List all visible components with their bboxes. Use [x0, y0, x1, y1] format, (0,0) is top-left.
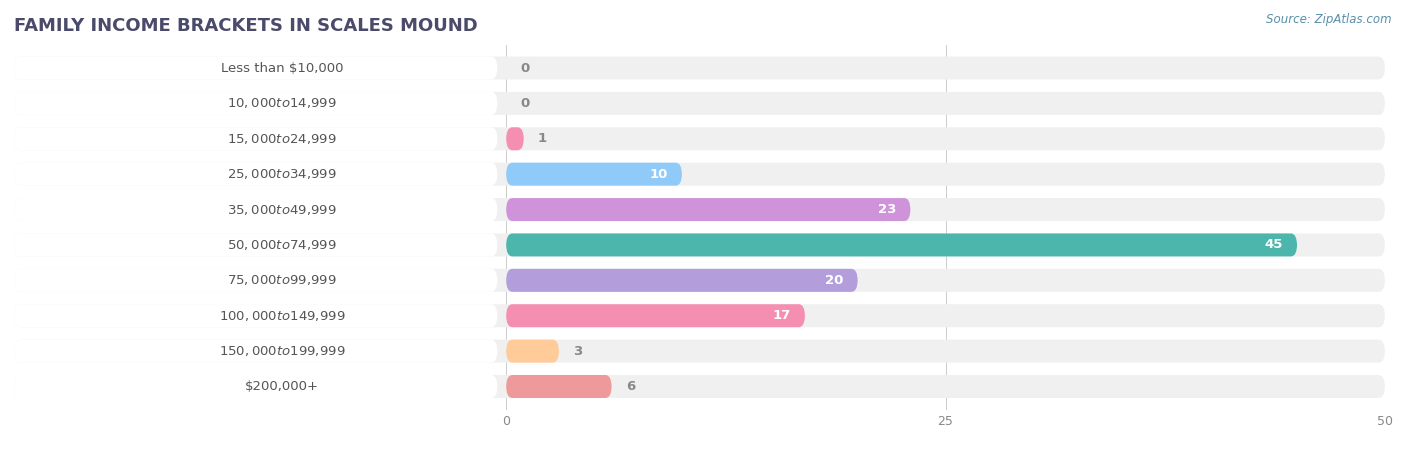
Text: $50,000 to $74,999: $50,000 to $74,999: [228, 238, 337, 252]
Text: $25,000 to $34,999: $25,000 to $34,999: [228, 167, 337, 181]
FancyBboxPatch shape: [14, 57, 498, 80]
FancyBboxPatch shape: [14, 375, 498, 398]
FancyBboxPatch shape: [14, 127, 1385, 150]
FancyBboxPatch shape: [14, 127, 498, 150]
FancyBboxPatch shape: [14, 162, 498, 186]
FancyBboxPatch shape: [506, 198, 911, 221]
Text: 0: 0: [520, 97, 530, 110]
FancyBboxPatch shape: [14, 340, 1385, 363]
FancyBboxPatch shape: [506, 269, 858, 292]
FancyBboxPatch shape: [506, 304, 806, 327]
FancyBboxPatch shape: [14, 375, 1385, 398]
Text: $75,000 to $99,999: $75,000 to $99,999: [228, 273, 337, 288]
FancyBboxPatch shape: [14, 269, 498, 292]
Text: $200,000+: $200,000+: [245, 380, 319, 393]
Text: $15,000 to $24,999: $15,000 to $24,999: [228, 132, 337, 146]
Text: $150,000 to $199,999: $150,000 to $199,999: [219, 344, 346, 358]
FancyBboxPatch shape: [14, 269, 1385, 292]
FancyBboxPatch shape: [506, 127, 524, 150]
FancyBboxPatch shape: [14, 340, 498, 363]
FancyBboxPatch shape: [506, 340, 560, 363]
FancyBboxPatch shape: [14, 198, 498, 221]
Text: 6: 6: [626, 380, 636, 393]
FancyBboxPatch shape: [14, 234, 498, 256]
Text: 45: 45: [1264, 238, 1284, 252]
Text: $35,000 to $49,999: $35,000 to $49,999: [228, 202, 337, 216]
FancyBboxPatch shape: [14, 57, 1385, 80]
FancyBboxPatch shape: [14, 92, 1385, 115]
Text: $10,000 to $14,999: $10,000 to $14,999: [228, 96, 337, 110]
Text: Source: ZipAtlas.com: Source: ZipAtlas.com: [1267, 14, 1392, 27]
Text: 1: 1: [538, 132, 547, 145]
Text: FAMILY INCOME BRACKETS IN SCALES MOUND: FAMILY INCOME BRACKETS IN SCALES MOUND: [14, 17, 478, 35]
FancyBboxPatch shape: [14, 198, 1385, 221]
FancyBboxPatch shape: [506, 162, 682, 186]
Text: 10: 10: [650, 168, 668, 180]
FancyBboxPatch shape: [506, 375, 612, 398]
FancyBboxPatch shape: [14, 304, 1385, 327]
Text: 17: 17: [773, 309, 790, 322]
Text: $100,000 to $149,999: $100,000 to $149,999: [219, 309, 346, 323]
FancyBboxPatch shape: [506, 234, 1298, 256]
FancyBboxPatch shape: [14, 162, 1385, 186]
Text: Less than $10,000: Less than $10,000: [221, 62, 343, 75]
Text: 3: 3: [574, 345, 582, 358]
FancyBboxPatch shape: [14, 234, 1385, 256]
Text: 23: 23: [877, 203, 897, 216]
FancyBboxPatch shape: [14, 92, 498, 115]
Text: 0: 0: [520, 62, 530, 75]
Text: 20: 20: [825, 274, 844, 287]
FancyBboxPatch shape: [14, 304, 498, 327]
